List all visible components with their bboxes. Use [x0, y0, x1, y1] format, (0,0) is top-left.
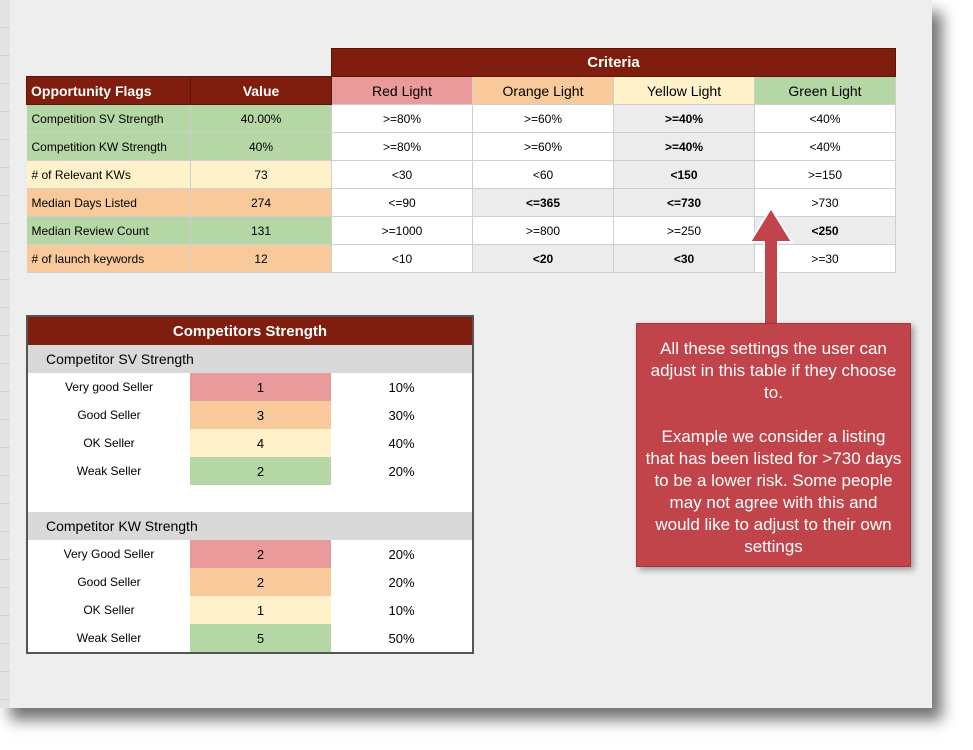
seller-count[interactable]: 2: [190, 457, 331, 485]
yellow-light-header[interactable]: Yellow Light: [613, 76, 755, 105]
seller-percent[interactable]: 10%: [331, 373, 474, 401]
yellow-cell[interactable]: <=730: [613, 188, 755, 217]
seller-percent[interactable]: 10%: [331, 596, 474, 624]
criteria-row: Competition SV Strength 40.00% >=80% >=6…: [26, 104, 896, 133]
row-gridlines: [0, 0, 10, 708]
seller-label[interactable]: Weak Seller: [27, 457, 190, 485]
seller-label[interactable]: Good Seller: [27, 568, 190, 596]
callout-gap: [645, 404, 902, 426]
orange-cell[interactable]: >=800: [472, 216, 614, 245]
value-cell[interactable]: 73: [190, 160, 332, 189]
competitors-strength-table: Competitors Strength Competitor SV Stren…: [26, 315, 475, 654]
red-cell[interactable]: <30: [331, 160, 473, 189]
seller-row: OK Seller 4 40%: [27, 429, 474, 457]
green-cell[interactable]: <40%: [754, 104, 896, 133]
yellow-cell[interactable]: >=250: [613, 216, 755, 245]
criteria-title[interactable]: Criteria: [331, 48, 896, 77]
seller-row: Weak Seller 5 50%: [27, 624, 474, 653]
orange-cell[interactable]: <=365: [472, 188, 614, 217]
blank-cell: [190, 48, 332, 77]
competitor-sv-strength-heading[interactable]: Competitor SV Strength: [27, 345, 474, 373]
orange-cell[interactable]: >=60%: [472, 104, 614, 133]
flag-cell[interactable]: Competition SV Strength: [26, 104, 191, 133]
criteria-row: Competition KW Strength 40% >=80% >=60% …: [26, 132, 896, 161]
flag-cell[interactable]: # of Relevant KWs: [26, 160, 191, 189]
value-cell[interactable]: 131: [190, 216, 332, 245]
red-cell[interactable]: >=1000: [331, 216, 473, 245]
green-cell[interactable]: >=150: [754, 160, 896, 189]
blank-cell: [26, 48, 191, 77]
seller-count[interactable]: 1: [190, 596, 331, 624]
seller-count[interactable]: 4: [190, 429, 331, 457]
seller-count[interactable]: 3: [190, 401, 331, 429]
spacer-row: [27, 485, 474, 512]
criteria-row: # of Relevant KWs 73 <30 <60 <150 >=150: [26, 160, 896, 189]
yellow-cell[interactable]: <30: [613, 244, 755, 273]
seller-percent[interactable]: 50%: [331, 624, 474, 653]
orange-light-header[interactable]: Orange Light: [472, 76, 614, 105]
competitors-strength-title[interactable]: Competitors Strength: [27, 316, 474, 345]
criteria-table: Criteria Opportunity Flags Value Red Lig…: [26, 48, 896, 273]
seller-count[interactable]: 1: [190, 373, 331, 401]
seller-percent[interactable]: 20%: [331, 568, 474, 596]
red-cell[interactable]: <10: [331, 244, 473, 273]
yellow-cell[interactable]: <150: [613, 160, 755, 189]
red-cell[interactable]: >=80%: [331, 132, 473, 161]
seller-row: Very Good Seller 2 20%: [27, 540, 474, 568]
callout-text-1: All these settings the user can adjust i…: [650, 339, 897, 402]
value-cell[interactable]: 12: [190, 244, 332, 273]
seller-label[interactable]: OK Seller: [27, 429, 190, 457]
orange-cell[interactable]: <20: [472, 244, 614, 273]
value-cell[interactable]: 274: [190, 188, 332, 217]
flag-cell[interactable]: Median Review Count: [26, 216, 191, 245]
seller-row: Very good Seller 1 10%: [27, 373, 474, 401]
green-cell[interactable]: <40%: [754, 132, 896, 161]
green-cell[interactable]: >730: [754, 188, 896, 217]
callout-text-2: Example we consider a listing that has b…: [645, 427, 902, 556]
seller-percent[interactable]: 40%: [331, 429, 474, 457]
criteria-row: Median Days Listed 274 <=90 <=365 <=730 …: [26, 188, 896, 217]
criteria-row: # of launch keywords 12 <10 <20 <30 >=30: [26, 244, 896, 273]
up-arrow-icon: [749, 207, 793, 325]
red-light-header[interactable]: Red Light: [331, 76, 473, 105]
annotation-callout: All these settings the user can adjust i…: [636, 323, 911, 567]
seller-count[interactable]: 2: [190, 540, 331, 568]
opportunity-flags-header[interactable]: Opportunity Flags: [26, 76, 191, 105]
seller-count[interactable]: 2: [190, 568, 331, 596]
value-header[interactable]: Value: [190, 76, 332, 105]
seller-percent[interactable]: 20%: [331, 540, 474, 568]
spacer-cell: [27, 485, 474, 512]
seller-row: Good Seller 3 30%: [27, 401, 474, 429]
seller-label[interactable]: Very Good Seller: [27, 540, 190, 568]
seller-count[interactable]: 5: [190, 624, 331, 653]
competitor-kw-strength-heading[interactable]: Competitor KW Strength: [27, 512, 474, 540]
seller-row: Weak Seller 2 20%: [27, 457, 474, 485]
seller-label[interactable]: Good Seller: [27, 401, 190, 429]
yellow-cell[interactable]: >=40%: [613, 104, 755, 133]
seller-row: OK Seller 1 10%: [27, 596, 474, 624]
value-cell[interactable]: 40.00%: [190, 104, 332, 133]
orange-cell[interactable]: <60: [472, 160, 614, 189]
seller-row: Good Seller 2 20%: [27, 568, 474, 596]
seller-label[interactable]: Weak Seller: [27, 624, 190, 653]
flag-cell[interactable]: Competition KW Strength: [26, 132, 191, 161]
red-cell[interactable]: >=80%: [331, 104, 473, 133]
seller-percent[interactable]: 30%: [331, 401, 474, 429]
yellow-cell[interactable]: >=40%: [613, 132, 755, 161]
flag-cell[interactable]: Median Days Listed: [26, 188, 191, 217]
seller-percent[interactable]: 20%: [331, 457, 474, 485]
green-light-header[interactable]: Green Light: [754, 76, 896, 105]
value-cell[interactable]: 40%: [190, 132, 332, 161]
seller-label[interactable]: OK Seller: [27, 596, 190, 624]
red-cell[interactable]: <=90: [331, 188, 473, 217]
flag-cell[interactable]: # of launch keywords: [26, 244, 191, 273]
seller-label[interactable]: Very good Seller: [27, 373, 190, 401]
orange-cell[interactable]: >=60%: [472, 132, 614, 161]
spreadsheet-canvas: Criteria Opportunity Flags Value Red Lig…: [0, 0, 932, 708]
